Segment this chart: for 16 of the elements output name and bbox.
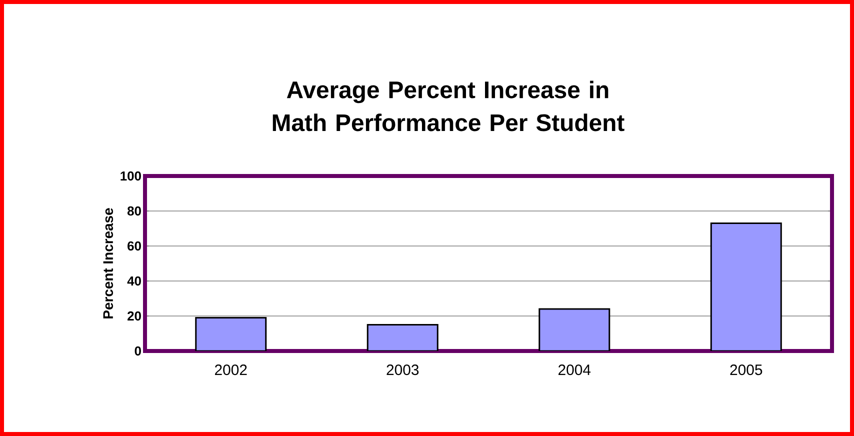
x-tick-label: 2005 [730,364,762,376]
x-tick-label: 2003 [386,364,419,376]
y-tick-label: 20 [128,311,141,321]
x-tick-label: 2004 [558,364,591,376]
y-tick-label: 60 [128,241,141,251]
y-axis-title: Percent Increase [103,208,114,318]
y-tick-label: 40 [127,276,141,286]
chart-title: Average Percent Increase in Math Performance Per Student [272,80,624,132]
y-tick-label: 100 [120,171,141,181]
y-tick-label: 0 [134,346,141,356]
bar [538,308,610,351]
y-tick-label: 80 [127,206,141,216]
bar [195,316,267,351]
bar [710,222,782,351]
x-tick-label: 2002 [215,364,247,376]
bar [366,324,438,351]
